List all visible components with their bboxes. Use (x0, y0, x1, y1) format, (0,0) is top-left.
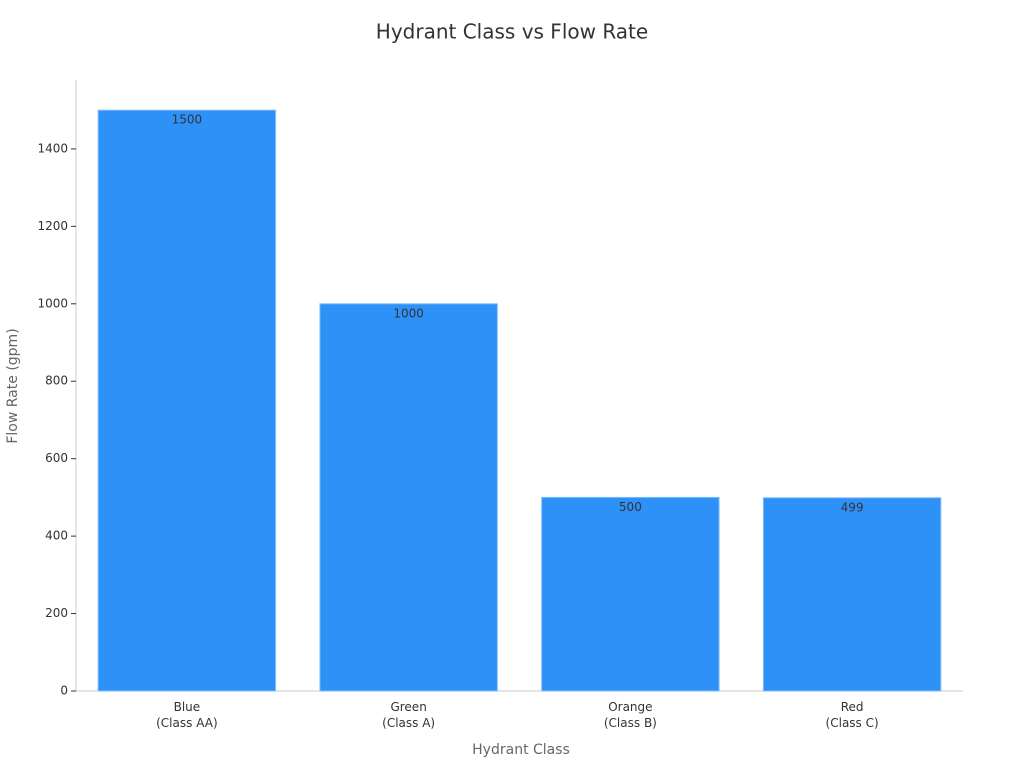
bar (97, 109, 277, 692)
value-label: 1000 (393, 306, 424, 320)
value-label: 500 (619, 500, 642, 514)
value-label: 499 (841, 500, 864, 514)
x-tick-label: Blue (Class AA) (156, 700, 218, 730)
x-axis-label: Hydrant Class (472, 742, 570, 758)
y-axis-label: Flow Rate (gpm) (5, 328, 21, 443)
bar (762, 497, 942, 692)
x-tick-label: Red (Class C) (825, 700, 879, 730)
y-tick-label: 600 (45, 451, 68, 465)
bar (541, 496, 720, 692)
chart-title: Hydrant Class vs Flow Rate (376, 20, 648, 44)
y-tick-label: 400 (45, 529, 68, 543)
x-tick-label: Orange (Class B) (603, 700, 657, 730)
x-tick-label: Green (Class A) (382, 700, 436, 730)
y-tick-label: 200 (45, 606, 68, 620)
y-tick-label: 1000 (37, 296, 68, 310)
bar (319, 303, 498, 692)
y-tick-label: 1400 (37, 141, 68, 155)
y-tick-label: 0 (60, 684, 68, 698)
y-tick-label: 800 (45, 374, 68, 388)
y-tick-label: 1200 (37, 219, 68, 233)
value-label: 1500 (172, 113, 203, 127)
